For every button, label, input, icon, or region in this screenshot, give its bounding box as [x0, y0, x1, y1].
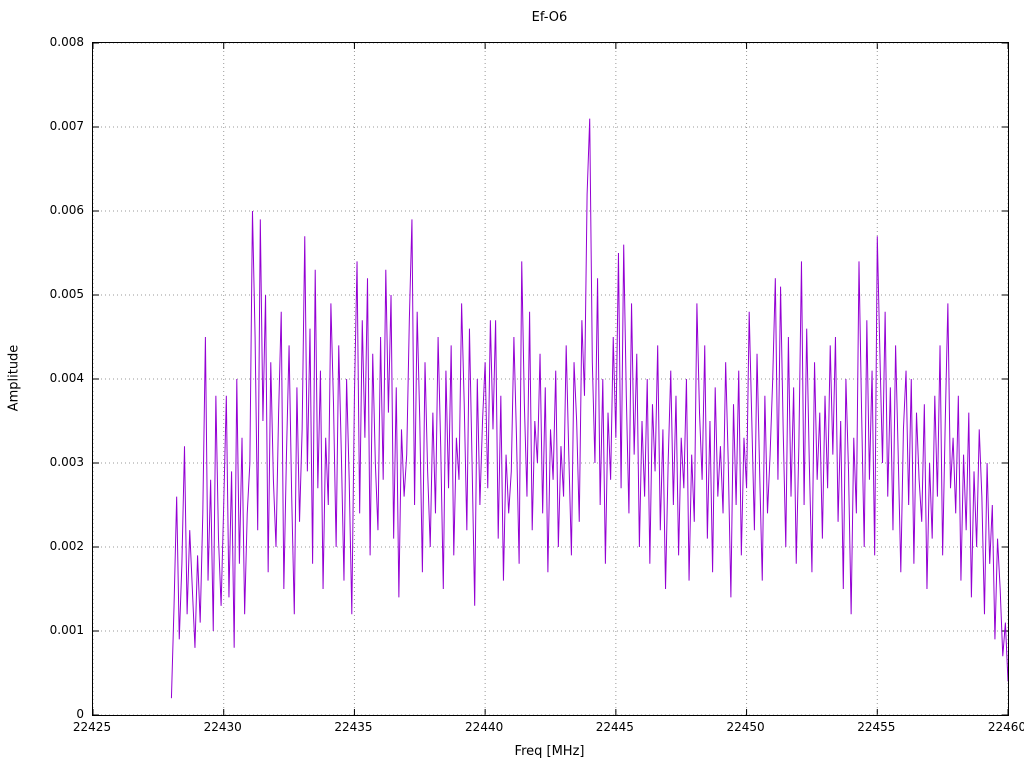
x-tick-label: 22435: [334, 720, 373, 734]
data-line: [170, 118, 1008, 699]
chart-title: Ef-O6: [531, 10, 568, 25]
plot-canvas: [93, 43, 1008, 715]
y-tick-label: 0.003: [49, 455, 84, 469]
x-axis-label: Freq [MHz]: [514, 744, 585, 759]
x-tick-label: 22425: [72, 720, 112, 734]
x-tick-label: 22430: [203, 720, 242, 734]
y-tick-label: 0.006: [49, 203, 84, 217]
y-tick-label: 0.001: [49, 623, 84, 637]
y-tick-label: 0.004: [49, 371, 84, 385]
x-tick-label: 22445: [595, 720, 634, 734]
x-tick-label: 22440: [465, 720, 504, 734]
y-tick-label: 0.007: [49, 119, 84, 133]
y-tick-label: 0: [76, 707, 84, 721]
x-tick-label: 22450: [726, 720, 765, 734]
plot-area: [92, 42, 1009, 716]
x-tick-label: 22455: [857, 720, 896, 734]
y-tick-label: 0.005: [49, 287, 84, 301]
y-tick-label: 0.008: [49, 35, 84, 49]
x-tick-label: 22460: [987, 720, 1024, 734]
y-tick-label: 0.002: [49, 539, 84, 553]
